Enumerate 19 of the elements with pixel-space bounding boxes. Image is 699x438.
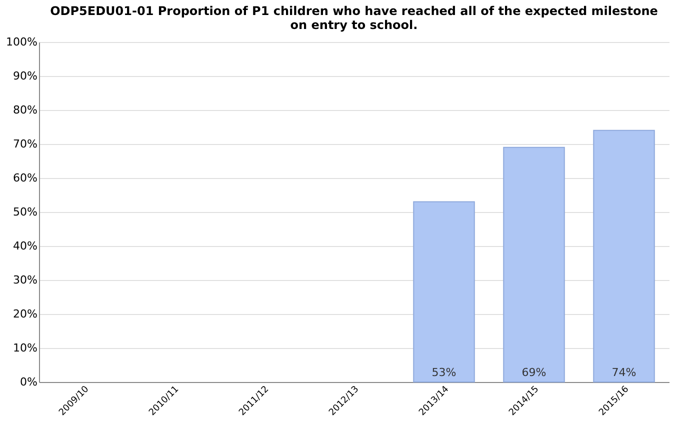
y-tick-label: 0% (20, 376, 38, 388)
bar (503, 146, 565, 382)
y-tick-label: 70% (13, 138, 38, 150)
y-tick-label: 30% (13, 274, 38, 286)
y-tick-label: 40% (13, 240, 38, 252)
data-label: 69% (522, 366, 546, 379)
bar (593, 130, 655, 382)
data-label: 74% (612, 366, 636, 379)
y-tick-label: 90% (13, 70, 38, 82)
y-tick-label: 20% (13, 308, 38, 320)
data-label: 53% (432, 366, 456, 379)
y-tick-label: 10% (13, 342, 38, 354)
y-tick-label: 100% (6, 36, 38, 48)
text: on entry to school. (290, 18, 418, 32)
y-tick-label: 80% (13, 104, 38, 116)
bar (413, 201, 475, 382)
y-tick-label: 50% (13, 206, 38, 218)
y-tick-label: 60% (13, 172, 38, 184)
text: ODP5EDU01-01 Proportion of P1 children who have reached all of the expected milestone (50, 4, 658, 18)
